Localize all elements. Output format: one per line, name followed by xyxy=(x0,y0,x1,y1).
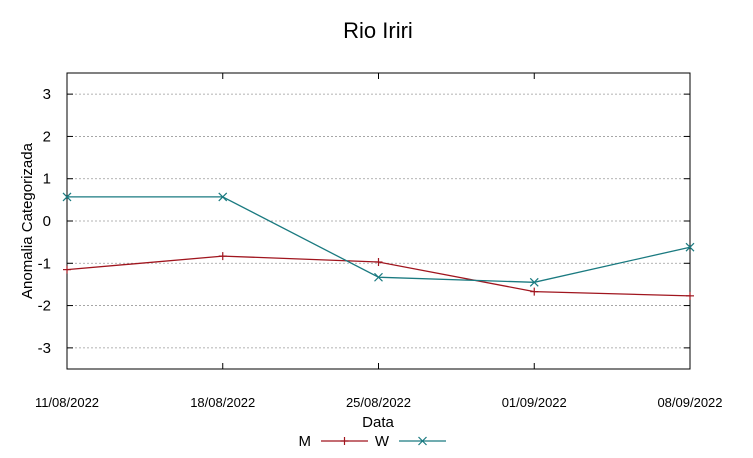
legend-marker-w-d2 xyxy=(418,436,427,446)
x-tick-label: 25/08/2022 xyxy=(346,395,411,410)
y-tick-label: 1 xyxy=(43,171,51,188)
series-w-point xyxy=(685,242,695,252)
axis-ticks: 3 2 1 0 -1 -2 -3 11/08/2022 18/08/2022 25/08/2022… xyxy=(35,73,723,410)
series-m-point xyxy=(686,291,694,300)
y-tick-label: -2 xyxy=(38,298,51,315)
series-m-point xyxy=(530,287,539,296)
series-w-point-d2 xyxy=(529,277,539,287)
y-tick-label: 2 xyxy=(43,128,51,145)
series-m-point xyxy=(63,265,71,274)
y-tick-label: -1 xyxy=(38,255,51,272)
x-tick-label: 01/09/2022 xyxy=(502,395,567,410)
series-layer xyxy=(62,192,695,300)
y-tick-label: 0 xyxy=(43,213,51,230)
series-w-point xyxy=(374,272,383,282)
legend-label-m: M xyxy=(299,433,312,450)
y-axis-label: Anomalia Categorizada xyxy=(19,142,36,299)
series-w-line xyxy=(67,196,691,283)
x-axis-label: Data xyxy=(362,414,394,431)
series-w-point xyxy=(218,192,228,202)
x-tick-label: 11/08/2022 xyxy=(35,395,99,410)
series-w-point-d2 xyxy=(374,272,383,282)
series-m-point xyxy=(218,252,227,261)
legend-marker-m xyxy=(340,437,349,445)
series-w-point-d2 xyxy=(685,242,695,252)
series-w-point-d2 xyxy=(218,192,228,202)
legend-marker-w xyxy=(418,436,427,446)
legend-label-w: W xyxy=(375,433,390,450)
x-tick-label: 08/09/2022 xyxy=(657,395,722,410)
chart-title: Rio Iriri xyxy=(343,18,413,43)
series-w-point-d2 xyxy=(62,192,72,202)
series-w-point xyxy=(529,277,539,287)
y-tick-label: 3 xyxy=(43,86,51,103)
series-w-point xyxy=(62,192,72,202)
x-tick-label: 18/08/2022 xyxy=(190,395,255,410)
series-m-point xyxy=(374,258,383,267)
gridlines xyxy=(67,93,690,349)
y-tick-label: -3 xyxy=(38,340,51,357)
